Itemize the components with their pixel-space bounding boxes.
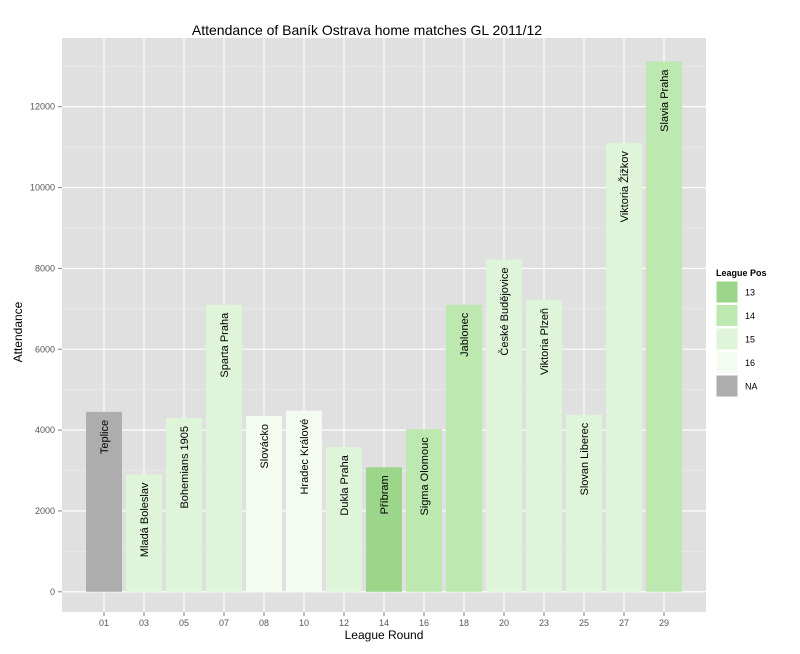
legend-label: 15 (745, 335, 755, 345)
bar (366, 467, 402, 592)
bar-label: Bohemians 1905 (179, 426, 191, 509)
x-tick-label: 18 (459, 618, 469, 628)
x-tick-label: 03 (139, 618, 149, 628)
legend-title: League Pos (716, 268, 767, 278)
y-tick-label: 4000 (35, 425, 55, 435)
x-tick-label: 01 (99, 618, 109, 628)
bar (486, 259, 522, 592)
x-tick-label: 05 (179, 618, 189, 628)
legend-label: 16 (745, 358, 755, 368)
legend-swatch (715, 327, 739, 351)
bar (246, 415, 282, 592)
bar-labels: Teplice Mladá Boleslav Bohemians 1905 Spart… (99, 69, 671, 558)
bar-label: Sparta Praha (219, 312, 231, 378)
bars (86, 61, 682, 592)
y-tick-label: 6000 (35, 344, 55, 354)
bar (326, 447, 362, 592)
y-axis: 0 2000 4000 6000 8000 10000 12000 (30, 102, 62, 597)
bar-label: České Budějovice (498, 268, 511, 356)
bar (286, 410, 322, 592)
bar-label: Příbram (379, 475, 391, 514)
chart-title: Attendance of Baník Ostrava home matches… (192, 22, 542, 38)
bar (166, 417, 202, 592)
x-tick-label: 07 (219, 618, 229, 628)
x-tick-label: 14 (379, 618, 389, 628)
bar (606, 143, 642, 592)
bar (406, 429, 442, 592)
bar-label: Sigma Olomouc (419, 437, 431, 516)
bar (126, 474, 162, 592)
bar-label: Mladá Boleslav (139, 482, 151, 557)
y-axis-title: Attendance (11, 301, 25, 362)
x-tick-label: 10 (299, 618, 309, 628)
bar-label: Viktoria Plzeň (539, 308, 551, 375)
bar-label: Slavia Praha (659, 69, 671, 132)
bar-label: Hradec Králové (299, 419, 311, 495)
legend-label: 13 (745, 288, 755, 298)
y-tick-label: 0 (50, 587, 55, 597)
y-tick-label: 2000 (35, 506, 55, 516)
bar (646, 61, 682, 592)
x-axis: 01 03 05 07 08 10 12 14 16 18 20 23 25 27 29 (99, 612, 669, 628)
legend-swatch (715, 374, 739, 398)
y-tick-label: 10000 (30, 183, 55, 193)
bar-label: Viktoria Žižkov (618, 151, 631, 223)
x-tick-label: 20 (499, 618, 509, 628)
legend-swatch (715, 351, 739, 374)
bar-label: Slovan Liberec (579, 422, 591, 495)
y-tick-label: 12000 (30, 102, 55, 112)
x-tick-label: 12 (339, 618, 349, 628)
legend-swatch (715, 304, 739, 327)
bar (206, 304, 242, 592)
x-tick-label: 16 (419, 618, 429, 628)
bar-label: Teplice (99, 420, 111, 454)
x-tick-label: 25 (579, 618, 589, 628)
bar-label: Jablonec (459, 312, 471, 357)
legend-swatch (715, 280, 739, 304)
legend: League Pos 13 14 15 16 NA (715, 268, 767, 398)
bar (526, 299, 562, 592)
x-tick-label: 23 (539, 618, 549, 628)
x-tick-label: 27 (619, 618, 629, 628)
bar (566, 414, 602, 592)
x-tick-label: 29 (659, 618, 669, 628)
x-tick-label: 08 (259, 618, 269, 628)
bar-label: Dukla Praha (339, 454, 351, 515)
x-axis-title: League Round (345, 628, 424, 642)
bar (446, 304, 482, 592)
legend-label: 14 (745, 311, 755, 321)
legend-label: NA (745, 382, 758, 392)
bar (86, 411, 122, 592)
bar-label: Slovácko (259, 424, 271, 469)
y-tick-label: 8000 (35, 263, 55, 273)
